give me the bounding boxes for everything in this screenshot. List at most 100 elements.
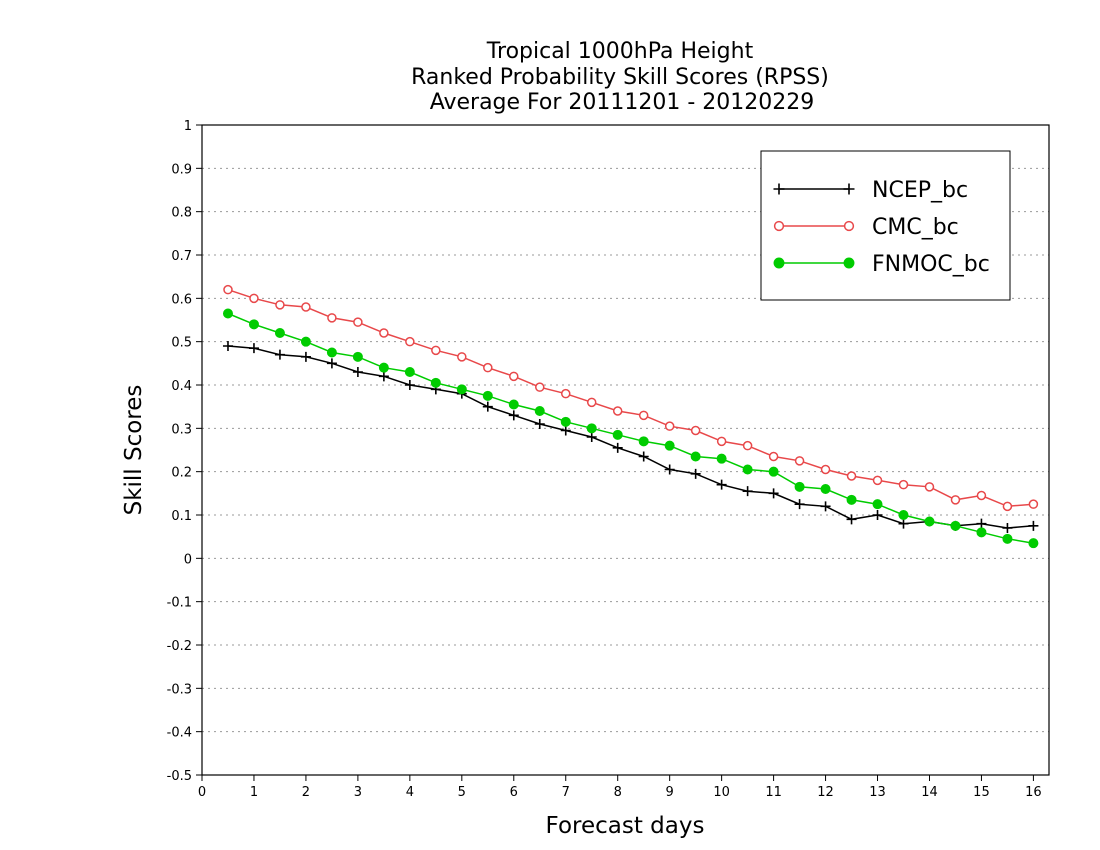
ncep-bc-point (222, 341, 233, 351)
ncep-bc-point (820, 501, 831, 512)
cmc-bc-point (690, 425, 701, 436)
cmc-bc-point (742, 440, 753, 451)
fnmoc-bc-point (872, 499, 883, 510)
fnmoc-bc-point (846, 494, 857, 505)
x-tick-label: 14 (921, 785, 938, 800)
fnmoc-bc-line (227, 312, 1034, 544)
cmc-bc-point (560, 388, 571, 399)
fnmoc-bc-point (950, 520, 961, 531)
fnmoc-bc-point (222, 308, 233, 319)
x-tick-label: 10 (713, 785, 730, 800)
fnmoc-bc-point (1028, 538, 1039, 549)
y-tick-label: 0.7 (171, 249, 192, 264)
cmc-bc-point (301, 302, 311, 312)
legend-label-cmc-bc: CMC_bc (872, 215, 959, 240)
cmc-bc-point (275, 300, 285, 310)
ncep-bc-point (612, 442, 623, 453)
cmc-bc-point (431, 345, 441, 356)
cmc-bc-point (483, 362, 493, 373)
x-tick-label: 1 (250, 785, 258, 800)
cmc-bc-point (950, 495, 961, 505)
x-tick-label: 13 (869, 785, 886, 800)
cmc-bc-point (898, 479, 909, 490)
ncep-bc-point (794, 499, 805, 510)
title-line-2: Ranked Probability Skill Scores (RPSS) (411, 65, 829, 90)
fnmoc-bc-point (326, 347, 337, 358)
fnmoc-bc-point (378, 362, 389, 373)
ncep-bc-point (976, 518, 987, 529)
plot-frame (201, 124, 1050, 776)
fnmoc-bc-point (898, 510, 909, 520)
fnmoc-bc-point (742, 464, 753, 475)
y-tick-label: 0.1 (171, 509, 192, 524)
legend-marker-fnmoc-bc (843, 257, 855, 269)
ncep-bc-point (300, 351, 311, 362)
x-tick-label: 3 (354, 785, 362, 800)
fnmoc-bc-point (456, 384, 467, 395)
y-tick-label: 0.5 (171, 336, 192, 351)
y-tick-label: -0.2 (167, 639, 192, 654)
ncep-bc-point (326, 358, 337, 369)
cmc-bc-point (976, 490, 987, 501)
y-tick-label: 0.6 (171, 292, 192, 307)
cmc-bc-line (227, 288, 1034, 508)
fnmoc-bc-point (482, 390, 493, 401)
fnmoc-bc-point (534, 406, 545, 416)
series-layer (222, 284, 1039, 549)
fnmoc-bc-point (352, 351, 363, 362)
x-tick-label: 9 (666, 785, 674, 800)
cmc-bc-point (223, 284, 233, 295)
cmc-bc-point (535, 382, 545, 392)
y-tick-label: 0.2 (171, 466, 192, 481)
y-tick-label: 0.4 (171, 379, 192, 394)
cmc-bc-point (1028, 499, 1039, 509)
x-tick-label: 15 (973, 785, 990, 800)
legend-label-fnmoc-bc: FNMOC_bc (872, 252, 990, 277)
fnmoc-bc-point (690, 451, 701, 462)
fnmoc-bc-point (404, 367, 415, 377)
x-tick-label: 16 (1025, 785, 1042, 800)
y-axis-label: Skill Scores (121, 385, 147, 516)
x-axis-label: Forecast days (546, 813, 705, 839)
cmc-bc-point (586, 397, 597, 408)
x-tick-label: 4 (406, 785, 414, 800)
y-tick-label: 0.8 (171, 206, 192, 221)
cmc-bc-point (872, 475, 883, 486)
ncep-bc-point (690, 468, 701, 479)
cmc-bc-point (457, 352, 467, 362)
cmc-bc-point (509, 371, 519, 382)
ncep-bc-point (560, 425, 571, 436)
cmc-bc-point (612, 406, 623, 416)
ncep-bc-point (586, 432, 597, 442)
ncep-bc-point (378, 371, 389, 382)
fnmoc-bc-point (508, 399, 519, 410)
chart-title: Tropical 1000hPa Height Ranked Probabili… (411, 39, 829, 115)
legend-marker-ncep-bc (843, 183, 855, 195)
series-ncep-bc (222, 341, 1039, 533)
cmc-bc-point (794, 456, 805, 466)
y-tick-label: 0.9 (171, 162, 192, 177)
cmc-bc-point (924, 482, 935, 492)
cmc-bc-point (379, 328, 389, 338)
y-tick-label: 1 (184, 119, 192, 134)
fnmoc-bc-point (274, 328, 285, 338)
series-cmc-bc (223, 284, 1039, 512)
fnmoc-bc-point (300, 336, 311, 347)
x-tick-label: 11 (765, 785, 782, 800)
ncep-bc-point (768, 488, 779, 499)
cmc-bc-point (716, 436, 727, 447)
fnmoc-bc-point (768, 466, 779, 477)
x-tick-label: 5 (458, 785, 466, 800)
series-fnmoc-bc (222, 308, 1039, 549)
x-tick-label: 7 (562, 785, 570, 800)
y-tick-label: 0.3 (171, 422, 192, 437)
fnmoc-bc-point (586, 423, 597, 434)
cmc-bc-point (664, 421, 675, 431)
ncep-bc-point (404, 380, 415, 390)
cmc-bc-point (405, 336, 415, 347)
ncep-bc-point (664, 464, 675, 475)
fnmoc-bc-point (430, 377, 441, 388)
axis-ticks: -0.5 -0.4 -0.3 -0.2 -0.1 0 0.1 0.2 0.3 0.4 0.5 0.6 0… (167, 119, 1042, 800)
cmc-bc-point (820, 464, 831, 475)
legend-marker-fnmoc-bc (773, 257, 785, 269)
